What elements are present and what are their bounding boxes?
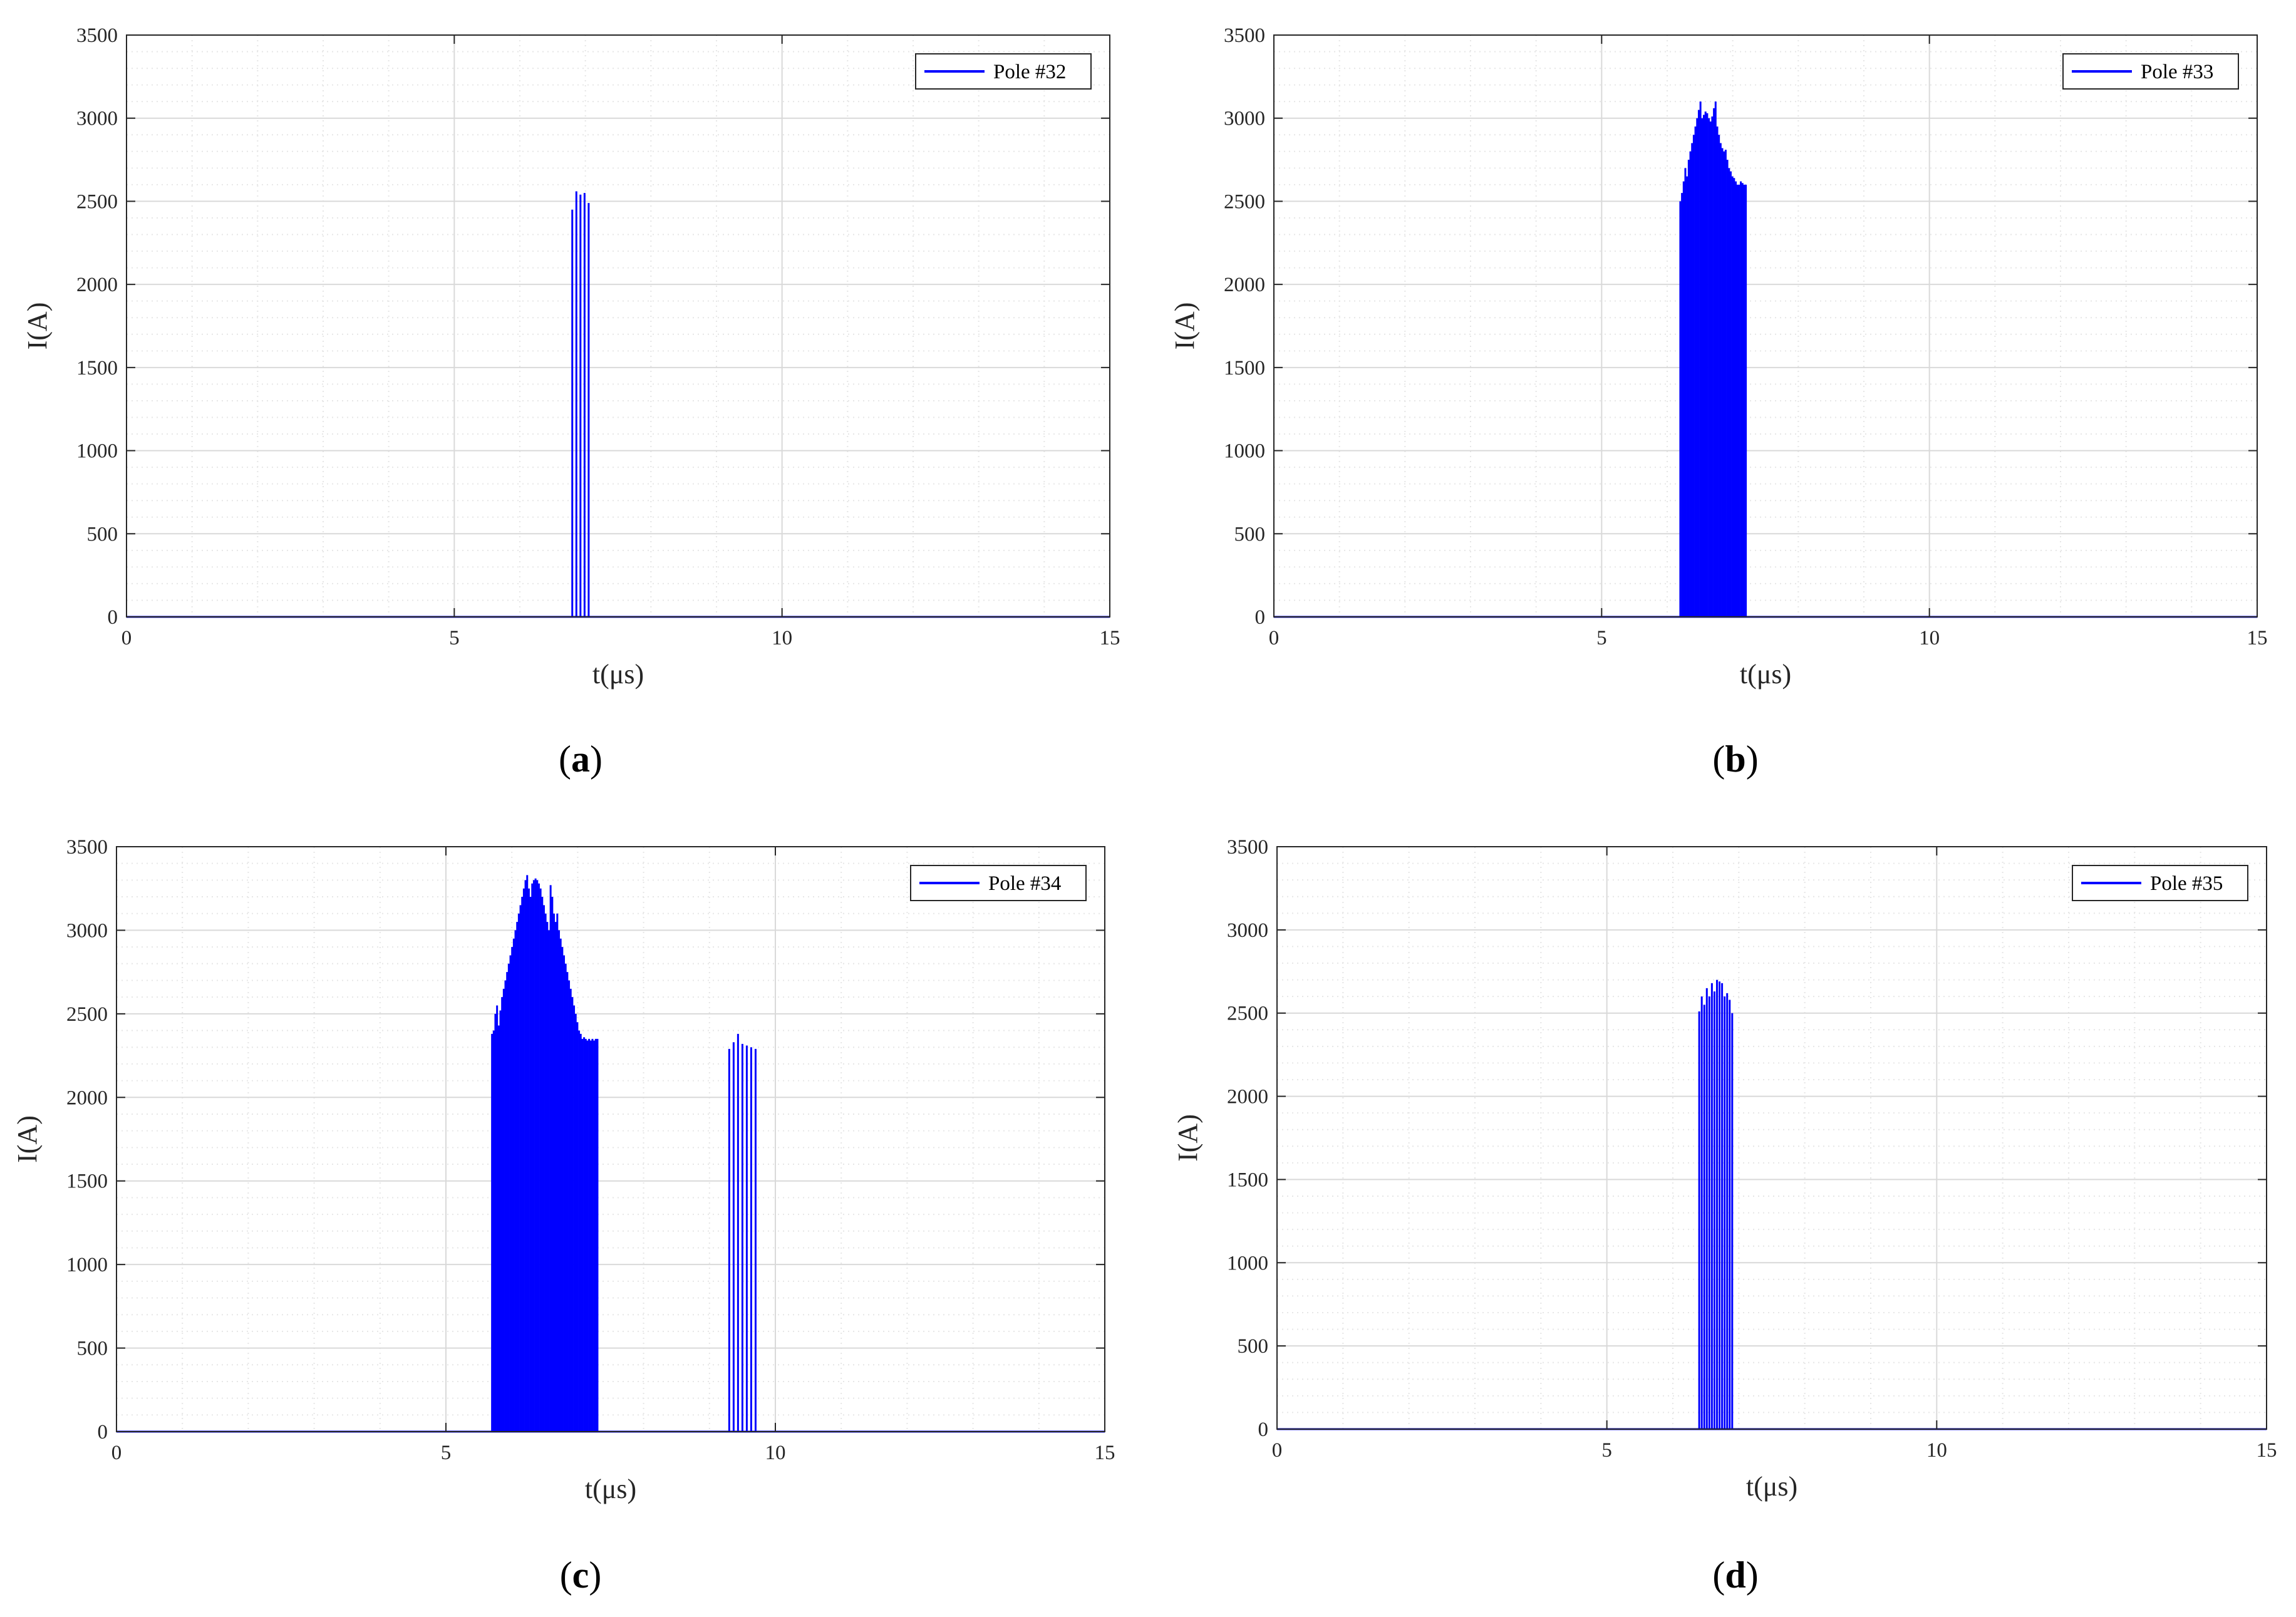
axes-box-a <box>126 34 1110 617</box>
y-tick-label-a: 0 <box>108 606 118 629</box>
y-ticks-d: 0 500 1000 1500 2000 2500 3000 3500 <box>1227 836 2267 1441</box>
y-tick-label-a: 3000 <box>76 108 118 130</box>
y-tick-label-d: 3500 <box>1227 836 1268 859</box>
y-tick-label-d: 2000 <box>1227 1086 1268 1108</box>
x-tick-label-a: 15 <box>1100 627 1120 649</box>
x-axis-label-a: t(μs) <box>592 659 644 690</box>
y-axis-label-d: I(A) <box>1172 1114 1203 1162</box>
panel-letter-b: b <box>1725 738 1745 780</box>
panel-caption-d: (d) <box>1712 1554 1758 1596</box>
y-tick-label-b: 1500 <box>1224 357 1265 380</box>
y-ticks-b: 0 500 1000 1500 2000 2500 3000 3500 <box>1224 24 2257 629</box>
y-tick-label-d: 500 <box>1238 1335 1269 1358</box>
legend-entry-a: Pole #32 <box>993 61 1066 83</box>
x-axis-label-c: t(μs) <box>585 1474 636 1504</box>
y-tick-label-a: 2500 <box>76 190 118 213</box>
y-tick-label-a: 1000 <box>76 440 118 463</box>
y-tick-label-d: 2500 <box>1227 1003 1268 1025</box>
y-tick-label-a: 500 <box>87 523 118 545</box>
y-tick-label-c: 3500 <box>66 836 108 859</box>
y-tick-label-a: 3500 <box>76 24 118 47</box>
y-tick-label-d: 0 <box>1258 1418 1269 1441</box>
y-axis-label-b: I(A) <box>1169 302 1200 350</box>
x-ticks-d: 0 5 10 15 <box>1272 847 2277 1462</box>
y-tick-label-c: 1500 <box>66 1170 108 1193</box>
panel-caption-c: (c) <box>560 1554 602 1596</box>
axes-box-c <box>116 846 1105 1432</box>
x-axis-label-d: t(μs) <box>1746 1471 1797 1502</box>
axes-box-d <box>1276 846 2267 1430</box>
x-tick-label-b: 15 <box>2247 627 2268 649</box>
y-tick-label-c: 2000 <box>66 1087 108 1109</box>
y-tick-label-d: 1000 <box>1227 1252 1268 1274</box>
x-ticks-a: 0 5 10 15 <box>122 35 1120 649</box>
x-tick-label-d: 5 <box>1601 1439 1612 1462</box>
y-ticks-a: 0 500 1000 1500 2000 2500 3000 3500 <box>76 24 1110 629</box>
axes-box-b <box>1273 34 2258 617</box>
panel-caption-a: (a) <box>559 738 602 780</box>
x-tick-label-c: 10 <box>765 1442 786 1464</box>
x-tick-label-a: 10 <box>772 627 792 649</box>
y-tick-label-c: 500 <box>77 1338 108 1360</box>
x-ticks-c: 0 5 10 15 <box>111 847 1115 1464</box>
y-axis-label-a: I(A) <box>22 302 53 350</box>
x-axis-label-b: t(μs) <box>1740 659 1791 690</box>
legend-entry-c: Pole #34 <box>988 872 1061 895</box>
chart-panel-c: 0 5 10 15 0 500 1000 1500 2000 2500 3000 3500 t(μs… <box>12 836 1115 1504</box>
chart-panel-b: 0 5 10 15 0 500 1000 1500 2000 2500 3000 3500 t(μs… <box>1169 24 2268 690</box>
y-tick-label-c: 0 <box>98 1421 108 1444</box>
chart-panel-d: 0 5 10 15 0 500 1000 1500 2000 2500 3000 3500 t(μs… <box>1172 836 2277 1502</box>
x-tick-label-d: 0 <box>1272 1439 1283 1462</box>
y-tick-label-a: 2000 <box>76 274 118 296</box>
y-tick-label-c: 1000 <box>66 1254 108 1276</box>
x-tick-label-a: 0 <box>122 627 132 649</box>
y-tick-label-c: 3000 <box>66 919 108 942</box>
x-tick-label-a: 5 <box>449 627 460 649</box>
panel-letter-c: c <box>572 1554 589 1596</box>
x-tick-label-c: 0 <box>111 1442 122 1464</box>
plot-area-b <box>1274 101 2257 618</box>
panel-letter-d: d <box>1725 1554 1745 1596</box>
legend-b: Pole #33 <box>2062 53 2239 90</box>
y-tick-label-b: 3000 <box>1224 108 1265 130</box>
legend-c: Pole #34 <box>910 865 1087 901</box>
y-tick-label-d: 3000 <box>1227 919 1268 942</box>
y-axis-label-c: I(A) <box>12 1115 43 1163</box>
y-tick-label-b: 3500 <box>1224 24 1265 47</box>
x-tick-label-c: 15 <box>1095 1442 1115 1464</box>
legend-d: Pole #35 <box>2072 865 2248 901</box>
x-tick-label-b: 5 <box>1596 627 1607 649</box>
y-tick-label-b: 1000 <box>1224 440 1265 463</box>
y-tick-label-c: 2500 <box>66 1003 108 1026</box>
panel-caption-b: (b) <box>1712 738 1758 780</box>
x-tick-label-d: 15 <box>2257 1439 2277 1462</box>
y-tick-label-d: 1500 <box>1227 1169 1268 1191</box>
y-tick-label-a: 1500 <box>76 357 118 380</box>
chart-panel-a: 0 5 10 15 0 500 1000 1500 2000 2500 3000 3500 t(μs… <box>22 24 1120 690</box>
y-tick-label-b: 2000 <box>1224 274 1265 296</box>
y-tick-label-b: 0 <box>1255 606 1266 629</box>
legend-entry-b: Pole #33 <box>2141 61 2213 83</box>
legend-entry-d: Pole #35 <box>2150 872 2223 895</box>
x-tick-label-b: 0 <box>1269 627 1280 649</box>
x-tick-label-c: 5 <box>441 1442 452 1464</box>
x-tick-label-d: 10 <box>1926 1439 1947 1462</box>
x-tick-label-b: 10 <box>1919 627 1940 649</box>
y-ticks-c: 0 500 1000 1500 2000 2500 3000 3500 <box>66 836 1105 1444</box>
x-ticks-b: 0 5 10 15 <box>1269 35 2268 649</box>
legend-a: Pole #32 <box>915 53 1092 90</box>
y-tick-label-b: 2500 <box>1224 190 1265 213</box>
y-tick-label-b: 500 <box>1234 523 1266 545</box>
panel-letter-a: a <box>571 738 590 780</box>
